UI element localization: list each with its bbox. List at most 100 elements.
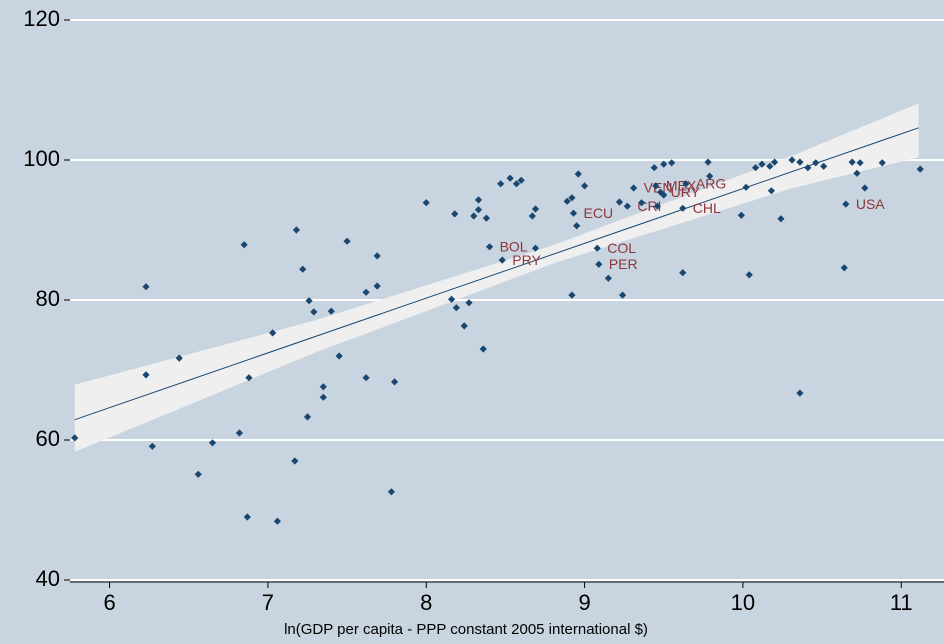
point <box>878 159 886 167</box>
point-label: PRY <box>512 252 541 268</box>
point <box>362 374 370 382</box>
point <box>623 202 631 210</box>
point <box>452 304 460 312</box>
point <box>568 291 576 299</box>
point <box>299 265 307 273</box>
point <box>194 470 202 478</box>
x-tick-label: 7 <box>262 590 274 615</box>
x-axis-title: ln(GDP per capita - PPP constant 2005 in… <box>284 621 648 638</box>
point <box>820 162 828 170</box>
point <box>742 183 750 191</box>
point <box>618 291 627 299</box>
point <box>142 371 150 379</box>
point <box>751 164 760 172</box>
point <box>498 256 506 264</box>
point <box>637 199 646 207</box>
point-label: COL <box>607 240 636 256</box>
point <box>485 243 494 251</box>
point <box>650 164 658 172</box>
point <box>269 329 277 337</box>
point-label: ECU <box>584 205 614 221</box>
point <box>758 160 766 168</box>
x-tick-label: 8 <box>420 590 432 615</box>
y-tick-label: 120 <box>23 6 60 31</box>
point <box>580 182 589 190</box>
point <box>343 237 351 245</box>
x-tick-label: 9 <box>578 590 590 615</box>
point <box>390 378 399 386</box>
point <box>497 180 505 188</box>
point <box>235 429 244 437</box>
x-tick-label: 11 <box>890 590 913 615</box>
point <box>465 299 473 307</box>
point <box>777 215 785 223</box>
point-label: PER <box>609 256 638 272</box>
point <box>770 158 779 166</box>
point <box>175 354 183 362</box>
point <box>240 241 248 249</box>
point <box>291 457 299 465</box>
point-label: BOL <box>500 239 528 255</box>
point <box>796 389 804 397</box>
point <box>460 322 468 330</box>
point <box>615 198 624 206</box>
point <box>660 160 668 168</box>
point <box>479 345 487 353</box>
y-tick-label: 100 <box>23 146 60 171</box>
confidence-band <box>74 103 919 452</box>
point <box>745 271 753 279</box>
point <box>630 184 638 192</box>
point <box>148 442 156 450</box>
x-tick-label: 6 <box>103 590 115 615</box>
point <box>273 517 282 525</box>
point <box>327 307 335 315</box>
point <box>573 222 581 230</box>
point <box>660 191 668 199</box>
point <box>512 180 521 188</box>
point <box>387 488 396 496</box>
point <box>451 210 459 218</box>
point <box>470 212 478 220</box>
point <box>804 164 812 172</box>
point <box>679 204 687 212</box>
point <box>474 196 483 204</box>
point <box>856 159 864 167</box>
point <box>704 158 712 166</box>
point <box>840 264 848 272</box>
point <box>788 156 796 164</box>
point <box>848 158 856 166</box>
point-label: URY <box>671 184 701 200</box>
point <box>668 159 676 167</box>
point <box>335 352 343 360</box>
fit-line <box>74 127 919 421</box>
point <box>528 212 536 220</box>
y-tick-label: 40 <box>36 566 60 591</box>
point <box>208 439 217 447</box>
point <box>422 199 430 207</box>
point <box>682 180 690 188</box>
point <box>861 184 869 192</box>
point <box>652 182 660 190</box>
point <box>71 434 79 442</box>
point <box>595 260 603 268</box>
point <box>796 158 804 166</box>
point <box>319 383 327 391</box>
point <box>842 200 850 208</box>
point <box>737 211 745 219</box>
point <box>767 187 776 195</box>
point <box>766 162 774 170</box>
point <box>506 174 514 182</box>
point <box>812 159 820 167</box>
point <box>373 282 381 290</box>
y-tick-label: 60 <box>36 426 60 451</box>
point <box>853 169 861 177</box>
point <box>362 288 370 296</box>
point <box>563 197 571 205</box>
point <box>569 209 578 217</box>
x-tick-label: 10 <box>731 590 755 615</box>
point <box>482 214 491 222</box>
point-label: CHL <box>693 200 721 216</box>
point <box>142 283 150 291</box>
